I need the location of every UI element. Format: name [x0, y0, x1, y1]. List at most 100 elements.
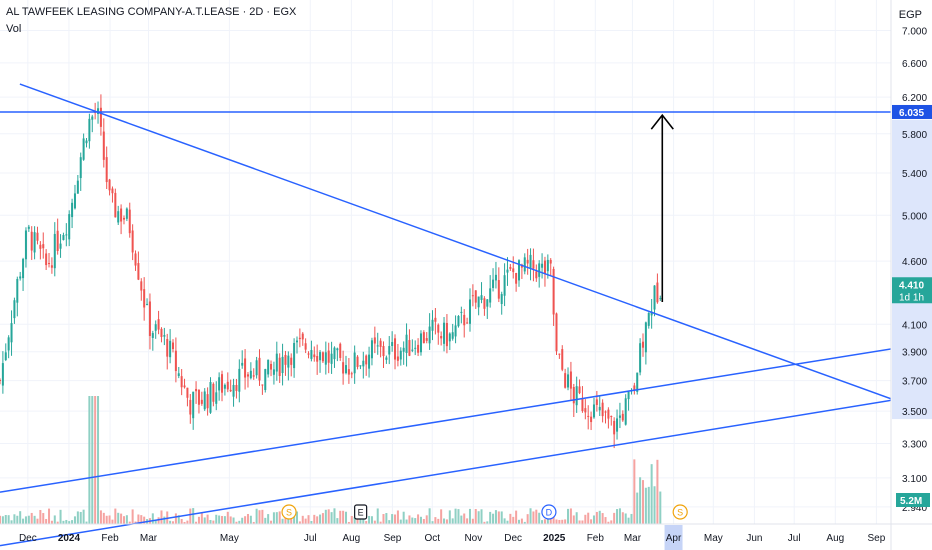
last-price-badge: 4.410	[899, 280, 924, 291]
time-tick-label: Aug	[826, 533, 844, 544]
candle-body	[616, 418, 619, 432]
candle-body	[235, 384, 238, 391]
candle-body	[494, 274, 497, 281]
candle-body	[347, 369, 350, 375]
volume-bar	[238, 520, 241, 524]
volume-bar	[59, 509, 62, 524]
candle-body	[636, 372, 639, 392]
volume-bar	[347, 521, 350, 524]
candle-body	[396, 356, 399, 361]
candle-body	[267, 359, 270, 375]
candle-body	[362, 360, 365, 367]
volume-bar	[203, 517, 206, 524]
candle-body	[229, 389, 232, 392]
volume-bar	[468, 508, 472, 524]
volume-bar	[330, 512, 333, 524]
candle-body	[512, 268, 515, 273]
candle-body	[255, 360, 258, 376]
candle-body	[468, 299, 472, 324]
volume-bar	[471, 518, 474, 524]
candle-body	[356, 356, 359, 367]
volume-bar	[572, 515, 575, 524]
candle-body	[284, 354, 287, 365]
volume-bar	[624, 513, 627, 524]
candle-body	[460, 311, 463, 313]
candle-body	[117, 211, 120, 223]
candle-body	[148, 301, 151, 336]
volume-bar	[114, 508, 117, 524]
volume-bar	[523, 521, 526, 524]
price-axis[interactable]: 7.000 6.600 6.200 5.800 5.400 5.000 4.600 4.100…	[890, 0, 932, 550]
candle-body	[422, 332, 425, 344]
volume-bar	[183, 521, 186, 524]
candle-body	[258, 357, 261, 381]
volume-bar	[252, 521, 255, 524]
candle-body	[0, 379, 2, 381]
event-marker[interactable]	[354, 504, 368, 520]
candle-body	[151, 333, 154, 338]
candle-body	[353, 352, 356, 374]
volume-bar	[197, 516, 200, 524]
trendline-2[interactable]	[0, 348, 892, 493]
volume-bar	[641, 480, 645, 524]
candle-body	[555, 313, 558, 352]
trendline-3[interactable]	[0, 399, 892, 547]
volume-bar	[385, 513, 388, 524]
candle-body	[641, 341, 645, 348]
price-tick-label: 4.600	[902, 257, 927, 268]
volume-bar	[24, 516, 27, 524]
candle-body	[523, 257, 526, 272]
candle-body	[595, 399, 598, 405]
volume-bar	[298, 521, 301, 524]
candle-body	[584, 408, 587, 413]
time-axis[interactable]: Dec 2024 Feb Mar May Jul Aug Sep Oct Nov Dec 2025 Fe…	[0, 523, 932, 550]
volume-bar	[327, 509, 330, 524]
volume-bar	[448, 510, 451, 524]
volume-bar	[275, 512, 278, 524]
event-marker[interactable]	[281, 504, 297, 520]
time-tick-label: May	[704, 533, 723, 544]
volume-bar	[567, 508, 570, 524]
volume-bar	[411, 517, 414, 524]
volume-bar	[373, 520, 376, 524]
volume-bar	[627, 517, 630, 524]
candle-body	[304, 343, 307, 350]
candle-body	[644, 322, 647, 353]
volume-bar	[209, 519, 212, 524]
candle-body	[368, 354, 371, 369]
arrow-head[interactable]	[650, 113, 674, 130]
time-tick-label: Sep	[384, 533, 402, 544]
volume-bar	[212, 520, 215, 524]
candle-body	[163, 335, 166, 337]
candle-body	[68, 214, 71, 240]
candle-body	[370, 340, 373, 359]
time-tick-label: Apr	[666, 533, 682, 544]
volume-bar	[402, 511, 405, 524]
target-arrow[interactable]	[650, 113, 674, 302]
volume-bar	[105, 515, 108, 524]
candle-body	[48, 263, 51, 265]
volume-bar	[604, 517, 607, 524]
volume-bar	[558, 519, 561, 524]
volume-bar	[592, 515, 595, 524]
trendlines[interactable]	[0, 83, 892, 547]
candle-body	[454, 325, 457, 337]
event-marker[interactable]	[672, 504, 688, 520]
currency-label[interactable]: EGP	[898, 9, 922, 21]
candle-body	[437, 324, 440, 333]
candle-body	[405, 334, 408, 353]
candle-body	[298, 337, 301, 340]
candle-body	[543, 260, 546, 275]
candle-body	[122, 217, 125, 220]
candle-body	[509, 266, 512, 269]
volume-bar	[10, 520, 13, 524]
candle-body	[30, 231, 33, 251]
volume-bars	[0, 396, 662, 524]
candle-body	[212, 383, 215, 402]
volume-bar	[650, 464, 653, 524]
event-marker[interactable]	[541, 504, 557, 520]
trendline-1[interactable]	[19, 83, 892, 400]
price-tick-label: 5.400	[902, 169, 927, 180]
